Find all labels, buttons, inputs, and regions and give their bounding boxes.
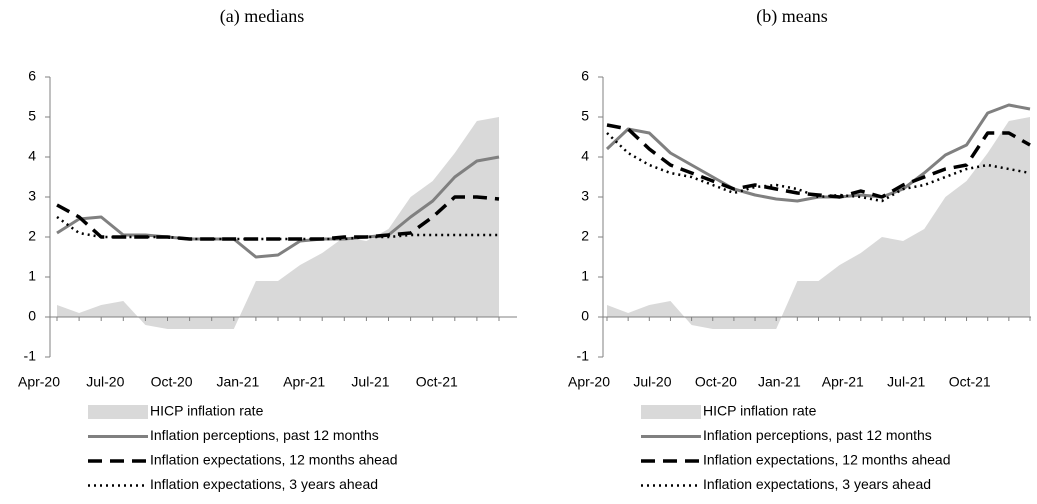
legend-label: Inflation perceptions, past 12 months [150, 427, 379, 443]
y-tick-label: 4 [581, 148, 589, 164]
legend-label: HICP inflation rate [150, 403, 264, 419]
series-line [56, 215, 499, 241]
y-tick-label: 6 [28, 68, 36, 84]
y-tick-label: 2 [28, 228, 36, 244]
y-tick-label: 1 [28, 268, 36, 284]
x-tick-label: Jul-21 [887, 374, 925, 390]
y-tick-label: 0 [28, 308, 36, 324]
x-tick-label: Jul-20 [86, 374, 124, 390]
series-line [56, 155, 500, 259]
legend-label: HICP inflation rate [703, 403, 817, 419]
legend-swatch [88, 405, 148, 419]
x-tick-label: Jan-21 [216, 374, 259, 390]
y-tick-label: 3 [28, 188, 36, 204]
legend-label: Inflation perceptions, past 12 months [703, 427, 932, 443]
legend-label: Inflation expectations, 3 years ahead [703, 476, 931, 492]
legend-swatch [641, 405, 701, 419]
hicp-area [607, 117, 1030, 329]
legend-label: Inflation expectations, 12 months ahead [150, 452, 398, 468]
x-tick-label: Oct-20 [695, 374, 737, 390]
chart-title: (b) means [756, 6, 827, 27]
y-tick-label: 4 [28, 148, 36, 164]
series-line [605, 103, 1031, 203]
y-tick-label: 6 [581, 68, 589, 84]
y-tick-label: 5 [28, 108, 36, 124]
x-tick-label: Oct-21 [416, 374, 458, 390]
x-tick-label: Jul-21 [351, 374, 389, 390]
x-tick-label: Apr-20 [568, 374, 610, 390]
series-line [56, 195, 500, 241]
chart-title: (a) medians [220, 6, 304, 27]
x-tick-label: Jul-20 [633, 374, 671, 390]
y-tick-label: 1 [581, 268, 589, 284]
legend-label: Inflation expectations, 3 years ahead [150, 476, 378, 492]
y-tick-label: -1 [577, 348, 590, 364]
y-tick-label: -1 [24, 348, 37, 364]
x-tick-label: Apr-20 [18, 374, 60, 390]
x-tick-label: Oct-21 [949, 374, 991, 390]
x-tick-label: Apr-21 [822, 374, 864, 390]
y-tick-label: 0 [581, 308, 589, 324]
y-tick-label: 2 [581, 228, 589, 244]
x-tick-label: Apr-21 [283, 374, 325, 390]
x-tick-label: Oct-20 [151, 374, 193, 390]
series-line [606, 123, 1031, 199]
x-tick-label: Jan-21 [758, 374, 801, 390]
y-tick-label: 3 [581, 188, 589, 204]
legend-label: Inflation expectations, 12 months ahead [703, 452, 951, 468]
y-tick-label: 5 [581, 108, 589, 124]
hicp-area [57, 117, 499, 329]
